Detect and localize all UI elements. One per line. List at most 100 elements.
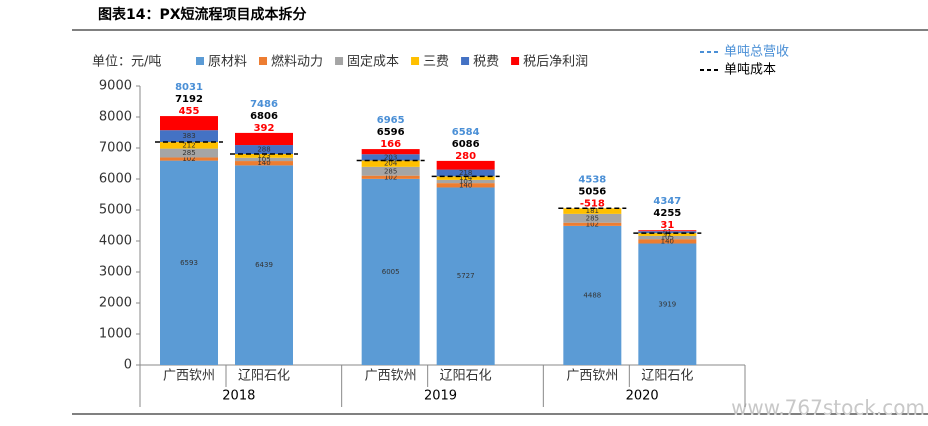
bar-segment: [160, 148, 218, 158]
segment-label: 140: [257, 159, 270, 167]
segment-label: 285: [586, 214, 599, 222]
bar-segment: [361, 160, 420, 167]
bar-segment: [436, 187, 495, 365]
profit-label: 455: [179, 106, 200, 117]
bar-segment: [638, 243, 697, 365]
legend-label: 税后净利润: [523, 55, 588, 70]
legend-label: 固定成本: [347, 55, 399, 70]
bar-segment: [235, 132, 293, 146]
y-tick-label: 7000: [99, 141, 132, 156]
legend-label: 单吨总营收: [724, 45, 789, 60]
bar-segment: [235, 153, 293, 158]
bar-segment: [160, 157, 218, 161]
bar-segment: [638, 231, 697, 234]
revenue-label: 6584: [452, 127, 480, 138]
legend-label: 原材料: [208, 55, 247, 70]
bar-segment: [436, 179, 495, 184]
bar-segment: [436, 169, 495, 177]
segment-label: 383: [182, 132, 195, 140]
watermark: www.767stock.com: [731, 396, 925, 420]
group-label: 2018: [222, 389, 255, 404]
legend-label: 燃料动力: [271, 54, 323, 70]
segment-label: 140: [459, 181, 472, 189]
profit-label: 392: [254, 123, 275, 134]
cost-label: 5056: [578, 186, 606, 197]
legend-swatch: [196, 57, 204, 65]
bar-segment: [235, 157, 293, 162]
bar-segment: [436, 183, 495, 188]
bar-segment: [563, 225, 622, 365]
segment-label: 204: [384, 160, 398, 168]
bar-segment: [160, 116, 218, 131]
segment-label: 91: [663, 231, 672, 239]
segment-label: 105: [257, 155, 270, 163]
y-tick-label: 5000: [99, 203, 132, 218]
segment-label: 102: [586, 220, 599, 228]
bar-segment: [235, 145, 293, 154]
profit-label: 166: [380, 139, 401, 150]
segment-label: 181: [586, 207, 599, 215]
x-tick-label: 广西钦州: [163, 369, 215, 384]
bar-segment: [638, 233, 697, 236]
revenue-label: 6965: [377, 115, 405, 126]
legend-swatch: [335, 57, 344, 65]
bar-segment: [563, 208, 622, 214]
bar-segment: [160, 130, 218, 143]
y-tick-label: 1000: [99, 327, 132, 342]
y-tick-label: 0: [124, 358, 132, 373]
revenue-label: 8031: [175, 82, 203, 93]
group-label: 2019: [424, 389, 457, 404]
segment-label: 212: [182, 141, 195, 149]
segment-label: 203: [384, 153, 397, 161]
segment-label: 140: [661, 237, 674, 245]
revenue-label: 7486: [250, 99, 278, 110]
segment-label: 114: [459, 174, 473, 182]
bar-segment: [235, 161, 293, 166]
segment-label: 3919: [658, 300, 676, 308]
legend-swatch: [511, 57, 520, 65]
group-label: 2020: [626, 389, 659, 404]
legend-label: 三费: [423, 55, 449, 70]
segment-label: 105: [459, 177, 472, 185]
profit-label: -518: [580, 198, 605, 209]
bar-segment: [361, 154, 420, 161]
segment-label: 6439: [255, 261, 273, 269]
bar-segment: [638, 230, 697, 232]
bar-segment: [361, 166, 420, 176]
y-tick-label: 9000: [99, 79, 132, 94]
segment-label: 5727: [457, 272, 475, 280]
bar-segment: [160, 160, 218, 365]
segment-label: 102: [384, 173, 397, 181]
profit-label: 280: [455, 151, 476, 162]
bar-segment: [436, 160, 495, 170]
chart-title: 图表14：PX短流程项目成本拆分: [98, 6, 307, 23]
profit-label: 31: [660, 220, 674, 231]
legend-label: 税费: [473, 55, 499, 70]
segment-label: 285: [384, 167, 397, 175]
bar-segment: [361, 175, 420, 179]
cost-label: 6806: [250, 111, 278, 122]
legend-swatch: [411, 57, 420, 65]
y-tick-label: 4000: [99, 234, 132, 249]
revenue-label: 4538: [578, 174, 606, 185]
segment-label: 105: [661, 234, 674, 242]
y-tick-label: 6000: [99, 172, 132, 187]
bar-segment: [563, 213, 622, 223]
y-tick-label: 3000: [99, 265, 132, 280]
legend-swatch: [259, 57, 268, 65]
bar-segment: [160, 142, 218, 149]
bar-segment: [361, 178, 420, 365]
x-tick-label: 辽阳石化: [440, 369, 492, 384]
segment-label: 6593: [180, 259, 198, 267]
segment-label: 218: [459, 169, 472, 177]
bar-segment: [638, 239, 697, 244]
y-tick-label: 8000: [99, 110, 132, 125]
segment-label: 6005: [382, 268, 400, 276]
revenue-label: 4347: [653, 196, 681, 207]
cost-label: 7192: [175, 94, 203, 105]
bar-segment: [436, 176, 495, 180]
segment-label: 285: [182, 149, 195, 157]
x-tick-label: 辽阳石化: [641, 369, 693, 384]
bar-segment: [638, 235, 697, 240]
